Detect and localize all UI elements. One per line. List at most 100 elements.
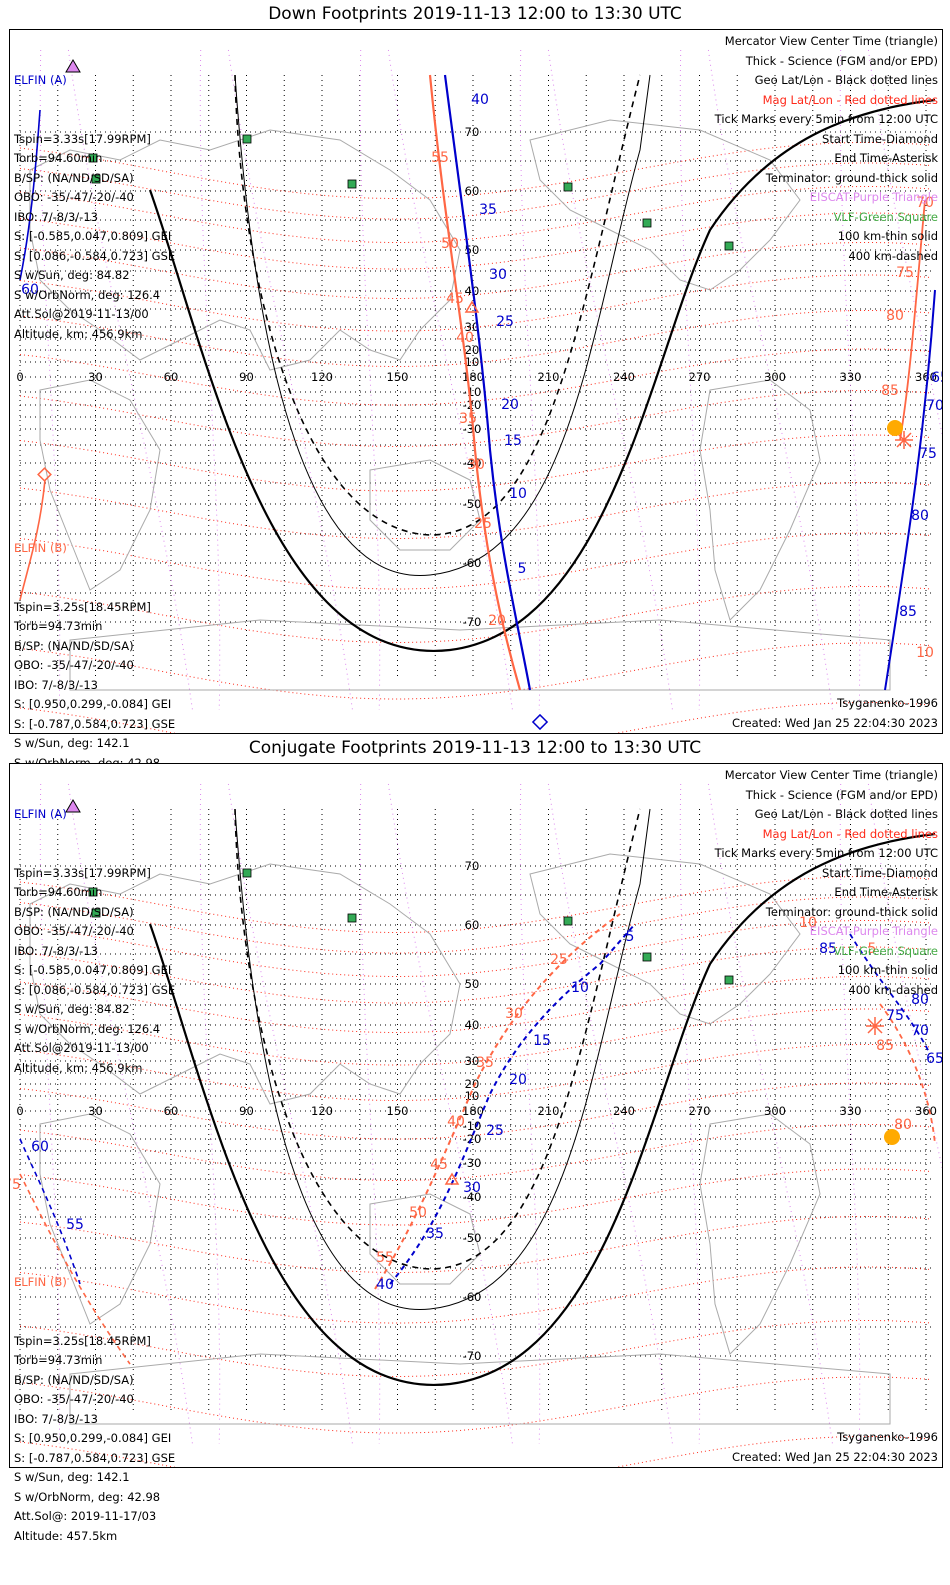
elfin-b-track-east [899, 199, 926, 441]
elfin-a-line: B/SP: (NA/ND/SD/SA) [14, 170, 134, 185]
lat-tick-label: -50 [463, 1231, 482, 1245]
elfin-b-line: S w/OrbNorm, deg: 42.98 [14, 1489, 161, 1504]
elfin-b-line: S: [0.950,0.299,-0.084] GEI [14, 1431, 172, 1445]
elfin-b-track [374, 913, 621, 1290]
lon-tick-label: 360 [915, 370, 937, 384]
lon-tick-label: 240 [613, 1104, 635, 1118]
vlf-square-icon [347, 179, 357, 189]
elfin-b-line: Att.Sol@: 2019-11-17/03 [14, 1509, 157, 1523]
vlf-square-icon [88, 153, 98, 163]
elfin-a-line: Tspin=3.33s[17.99RPM] [14, 131, 151, 146]
elfin-a-tick-label: 5 [626, 929, 635, 945]
legend-item: End Time-Asterisk [834, 885, 938, 899]
vlf-square-icon [91, 908, 101, 918]
legend-item: Mercator View Center Time (triangle) [724, 34, 938, 48]
lon-tick-label: 150 [387, 1104, 409, 1118]
lon-tick-label: 60 [164, 1104, 179, 1118]
lat-tick-label: 30 [465, 1054, 480, 1068]
elfin-a-name: ELFIN (A) [14, 807, 67, 821]
legend-item: Start Time-Diamond [822, 131, 938, 146]
elfin-a-tick-label: 30 [489, 267, 507, 283]
elfin-a-tick-label: 60 [21, 282, 39, 298]
elfin-a-line: OBO: -35/-47/-20/-40 [14, 190, 134, 204]
lon-tick-label: 150 [387, 370, 409, 384]
elfin-a-tick-label: 70 [911, 1023, 929, 1039]
elfin-b-tick-label: 45 [446, 291, 464, 307]
elfin-b-line: OBO: -35/-47/-20/-40 [14, 658, 134, 672]
elfin-a-tick-label: 20 [501, 397, 519, 413]
elfin-a-tick-label: 65 [931, 370, 942, 386]
elfin-b-tick-label: 10 [799, 915, 817, 931]
lat-tick-label: 30 [465, 320, 480, 334]
elfin-a-line: S: [-0.585,0.047,0.809] GEI [14, 963, 172, 977]
elfin-a-tick-label: 35 [479, 202, 497, 218]
lon-tick-label: 330 [840, 370, 862, 384]
vlf-square-icon [642, 218, 652, 228]
legend-item: Geo Lat/Lon - Black dotted lines [754, 73, 938, 87]
start-diamond-icon [531, 713, 549, 731]
legend-item: Mercator View Center Time (triangle) [724, 768, 938, 782]
vlf-square-icon [724, 975, 734, 985]
legend-item: Tick Marks every 5min from 12:00 UTC [714, 112, 938, 126]
lat-tick-label: 10 [465, 355, 480, 369]
elfin-a-tick-label: 70 [926, 398, 942, 414]
lat-tick-label: -50 [463, 497, 482, 511]
elfin-a-line: S: [0.086,-0.584,0.723] GSE [14, 248, 176, 263]
lon-tick-label: 240 [613, 370, 635, 384]
elfin-b-track-west [19, 479, 46, 601]
map-canvas-conjugate: 0 30 60 90 120 150 180 210 240 270 300 330 360 70 60 50… [10, 783, 942, 1467]
legend-item: Start Time-Diamond [822, 865, 938, 880]
elfin-b-tick-label: 25 [474, 516, 492, 532]
lon-tick-label: 30 [88, 370, 103, 384]
elfin-b-track-west [19, 1173, 131, 1365]
elfin-a-tick-label: 35 [426, 1226, 444, 1242]
elfin-a-line: S w/Sun, deg: 84.82 [14, 1002, 130, 1016]
legend-item: 400 km-dashed [848, 248, 938, 263]
lat-tick-label: -70 [463, 1349, 482, 1363]
elfin-a-tick-label: 30 [463, 1180, 481, 1196]
legend-item: VLF-Green Square [833, 209, 938, 224]
lon-tick-label: 90 [239, 1104, 254, 1118]
lon-tick-label: 120 [311, 370, 333, 384]
lon-tick-label: 270 [689, 370, 711, 384]
elfin-b-tick-label: 45 [430, 1157, 448, 1173]
lat-tick-label: -20 [463, 1132, 482, 1146]
created-timestamp: Created: Wed Jan 25 22:04:30 2023 [731, 1450, 938, 1464]
eiscat-triangle-icon [65, 799, 81, 813]
elfin-a-line: S w/Sun, deg: 84.82 [14, 268, 130, 282]
elfin-b-tick-label: 75 [896, 265, 914, 281]
elfin-a-tick-label: 10 [509, 486, 527, 502]
elfin-b-tick-label: 75 [10, 1177, 21, 1193]
view-center-triangle-icon [444, 1172, 460, 1185]
lat-tick-label: -20 [463, 398, 482, 412]
lon-tick-label: 210 [538, 370, 560, 384]
eiscat-triangle-icon [65, 59, 81, 73]
elfin-a-tick-label: 15 [504, 433, 522, 449]
lat-tick-label: 40 [465, 1018, 480, 1032]
elfin-b-line: OBO: -35/-47/-20/-40 [14, 1392, 134, 1406]
elfin-a-line: B/SP: (NA/ND/SD/SA) [14, 904, 134, 919]
map-panel-conjugate: 0 30 60 90 120 150 180 210 240 270 300 330 360 70 60 50… [9, 763, 943, 1543]
elfin-a-line: Altitude, km: 456.9km [14, 1060, 143, 1075]
elfin-b-line: S: [-0.787,0.584,0.723] GSE [14, 1450, 176, 1465]
elfin-a-tick-label: 25 [496, 314, 514, 330]
boundary-400km [234, 74, 641, 536]
lon-tick-label: 360 [915, 1104, 937, 1118]
view-center-triangle-icon [464, 300, 480, 313]
elfin-a-name: ELFIN (A) [14, 73, 67, 87]
elfin-a-line: S w/OrbNorm, deg: 126.4 [14, 287, 161, 302]
elfin-a-track [443, 74, 532, 691]
lat-tick-label: 50 [465, 977, 480, 991]
lon-tick-label: 90 [239, 370, 254, 384]
elfin-a-line: IBO: 7/-8/3/-13 [14, 209, 98, 224]
elfin-a-line: S: [-0.585,0.047,0.809] GEI [14, 229, 172, 243]
elfin-a-track-east [849, 933, 931, 1055]
lon-tick-label: 120 [311, 1104, 333, 1118]
legend-item: Mag Lat/Lon - Red dotted lines [762, 92, 938, 107]
elfin-a-line: Altitude, km: 456.9km [14, 326, 143, 341]
vlf-square-icon [347, 913, 357, 923]
elfin-b-line: IBO: 7/-8/3/-13 [14, 677, 98, 692]
lat-tick-label: 70 [465, 125, 480, 139]
lon-tick-label: 180 [462, 370, 484, 384]
elfin-b-tick-label: 10 [916, 645, 934, 661]
